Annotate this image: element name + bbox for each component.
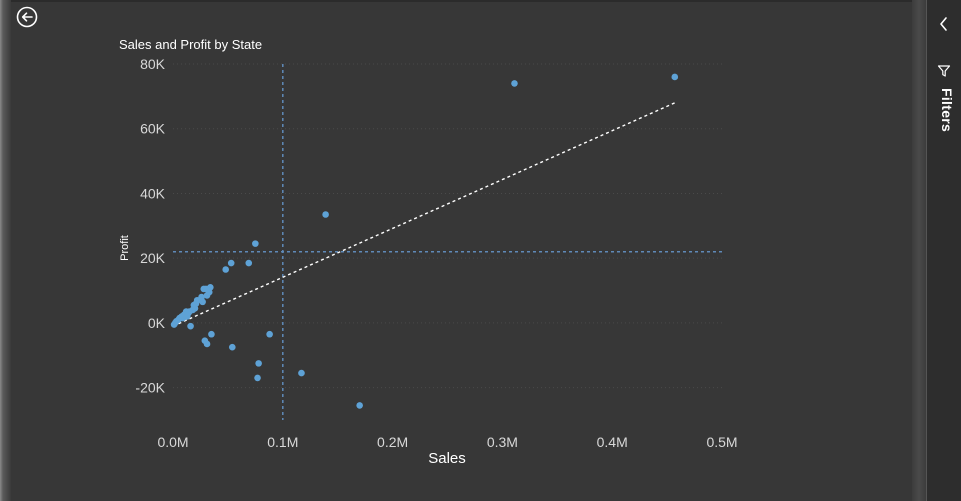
collapse-filters-button[interactable] [935, 14, 953, 34]
trend-line-group [172, 102, 676, 327]
x-tick-label: 0.2M [377, 434, 408, 450]
data-point [254, 374, 261, 382]
left-edge [0, 0, 11, 501]
x-tick-label: 0.1M [267, 434, 298, 450]
pane-divider [912, 0, 926, 501]
data-point [245, 259, 253, 267]
data-points [170, 73, 679, 409]
y-tick-label: 0K [148, 315, 166, 331]
back-arrow-circle-icon [16, 6, 38, 28]
x-axis-title: Sales [428, 450, 466, 467]
chart-title: Sales and Profit by State [119, 37, 262, 52]
trend-line [172, 102, 676, 327]
y-tick-label: -20K [135, 380, 165, 396]
data-point [252, 240, 259, 247]
y-axis-title: Profit [119, 235, 131, 261]
data-point [266, 330, 273, 338]
reference-lines [173, 64, 722, 420]
data-point [322, 211, 329, 218]
data-point [222, 266, 230, 273]
data-point [187, 322, 194, 330]
x-tick-label: 0.4M [597, 434, 628, 450]
data-point [208, 330, 215, 338]
data-point [199, 298, 206, 306]
back-button[interactable] [16, 6, 38, 28]
x-tick-label: 0.0M [157, 434, 188, 450]
data-point [203, 292, 211, 299]
filters-label[interactable]: Filters [939, 88, 955, 133]
gridlines [173, 63, 722, 389]
x-tick-label: 0.5M [706, 434, 737, 450]
funnel-icon [937, 65, 951, 77]
x-axis-ticks: 0.0M 0.1M 0.2M 0.3M 0.4M 0.5M [157, 434, 737, 450]
scatter-chart: Sales and Profit by State -20K 0K 20K 40K 60… [119, 37, 738, 467]
data-point [356, 402, 363, 409]
y-axis-ticks: -20K 0K 20K 40K 60K 80K [135, 56, 165, 396]
data-point [511, 80, 518, 87]
data-point [170, 321, 178, 328]
data-point [228, 343, 236, 351]
y-tick-label: 60K [140, 121, 166, 137]
y-tick-label: 20K [140, 250, 166, 266]
y-tick-label: 80K [140, 56, 166, 72]
data-point [298, 369, 305, 377]
filters-pane: Filters [926, 0, 961, 501]
data-point [227, 259, 235, 267]
y-tick-label: 40K [140, 185, 166, 201]
x-tick-label: 0.3M [487, 434, 518, 450]
data-point [255, 360, 262, 367]
chevron-left-icon [940, 17, 947, 31]
data-point [671, 73, 679, 81]
data-point [203, 340, 211, 348]
